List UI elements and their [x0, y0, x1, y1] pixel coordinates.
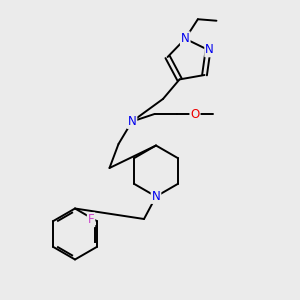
Text: F: F: [88, 213, 94, 226]
Text: O: O: [190, 107, 200, 121]
Text: N: N: [205, 44, 214, 56]
Text: N: N: [181, 32, 190, 45]
Text: N: N: [152, 190, 160, 203]
Text: N: N: [128, 115, 136, 128]
